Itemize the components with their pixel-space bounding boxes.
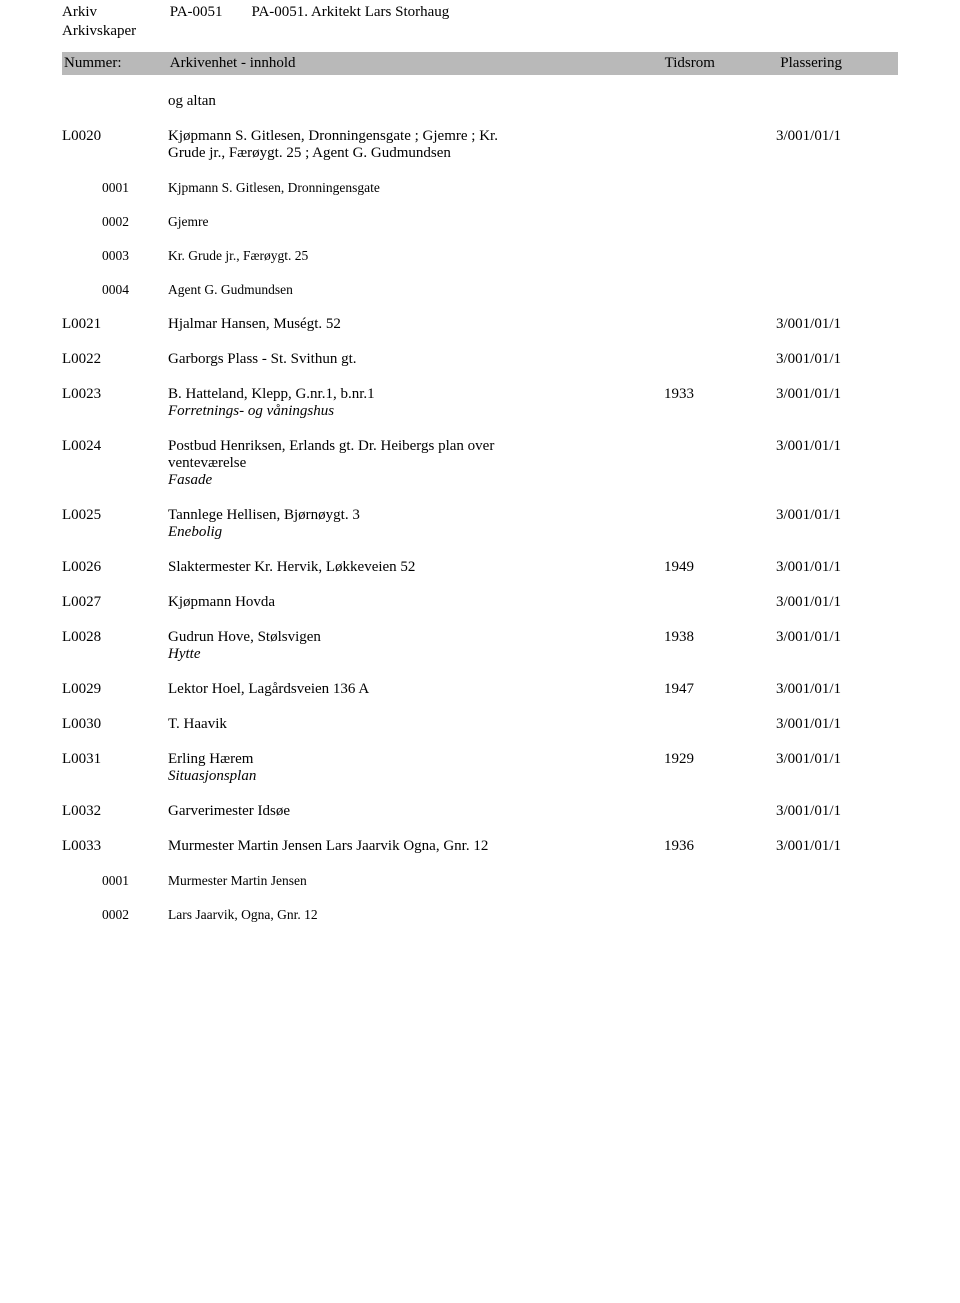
entry-content: Erling Hærem Situasjonsplan <box>168 751 664 785</box>
sub-entry: 0002 Gjemre <box>62 214 898 230</box>
entry-place: 3/001/01/1 <box>776 716 892 733</box>
entry-id: L0032 <box>62 803 168 820</box>
header-arkivskaper-label: Arkivskaper <box>62 23 166 40</box>
entry-subtitle: Situasjonsplan <box>168 768 644 785</box>
entry-id: L0031 <box>62 751 168 768</box>
entry-content: Garverimester Idsøe <box>168 803 664 820</box>
entry-id: L0025 <box>62 507 168 524</box>
column-innhold: Arkivenhet - innhold <box>170 55 665 72</box>
entry-content: Slaktermester Kr. Hervik, Løkkeveien 52 <box>168 559 664 576</box>
sub-entry: 0004 Agent G. Gudmundsen <box>62 282 898 298</box>
entry-place: 3/001/01/1 <box>776 559 892 576</box>
column-nummer: Nummer: <box>64 55 170 72</box>
entry-L0024: L0024 Postbud Henriksen, Erlands gt. Dr.… <box>62 438 898 489</box>
column-tidsrom: Tidsrom <box>665 55 781 72</box>
entry-id: L0022 <box>62 351 168 368</box>
entry-id: L0028 <box>62 629 168 646</box>
entry-content: Garborgs Plass - St. Svithun gt. <box>168 351 664 368</box>
entry-year: 1947 <box>664 681 776 698</box>
entry-content: Tannlege Hellisen, Bjørnøygt. 3 Enebolig <box>168 507 664 541</box>
entry-content: Lektor Hoel, Lagårdsveien 136 A <box>168 681 664 698</box>
entry-place: 3/001/01/1 <box>776 507 892 524</box>
entry-subtitle: Hytte <box>168 646 644 663</box>
entry-year: 1929 <box>664 751 776 768</box>
header-row-2: Arkivskaper <box>62 23 898 40</box>
entry-id: L0024 <box>62 438 168 455</box>
entry-content: Kjøpmann Hovda <box>168 594 664 611</box>
entry-place: 3/001/01/1 <box>776 681 892 698</box>
entry-content: Hjalmar Hansen, Muségt. 52 <box>168 316 664 333</box>
entry-place: 3/001/01/1 <box>776 838 892 855</box>
entry-id: L0026 <box>62 559 168 576</box>
sub-entry: 0003 Kr. Grude jr., Færøygt. 25 <box>62 248 898 264</box>
entry-content: Murmester Martin Jensen Lars Jaarvik Ogn… <box>168 838 664 855</box>
entry-place: 3/001/01/1 <box>776 351 892 368</box>
entry-L0033: L0033 Murmester Martin Jensen Lars Jaarv… <box>62 838 898 855</box>
sub-id: 0004 <box>102 282 168 298</box>
sub-text: Gjemre <box>168 214 898 230</box>
entry-L0025: L0025 Tannlege Hellisen, Bjørnøygt. 3 En… <box>62 507 898 541</box>
sub-id: 0002 <box>102 214 168 230</box>
entry-id: L0029 <box>62 681 168 698</box>
entry-L0028: L0028 Gudrun Hove, Stølsvigen Hytte 1938… <box>62 629 898 663</box>
entry-content: Postbud Henriksen, Erlands gt. Dr. Heibe… <box>168 438 664 489</box>
entry-id: L0020 <box>62 128 168 145</box>
sub-id: 0001 <box>102 873 168 889</box>
entry-subtitle: Forretnings- og våningshus <box>168 403 644 420</box>
entry-year: 1949 <box>664 559 776 576</box>
entry-L0020: L0020 Kjøpmann S. Gitlesen, Dronningensg… <box>62 128 898 162</box>
sub-id: 0003 <box>102 248 168 264</box>
entry-L0023: L0023 B. Hatteland, Klepp, G.nr.1, b.nr.… <box>62 386 898 420</box>
entry-content: B. Hatteland, Klepp, G.nr.1, b.nr.1 Forr… <box>168 386 664 420</box>
entry-L0030: L0030 T. Haavik 3/001/01/1 <box>62 716 898 733</box>
entry-L0031: L0031 Erling Hærem Situasjonsplan 1929 3… <box>62 751 898 785</box>
entry-id: L0033 <box>62 838 168 855</box>
entry-place: 3/001/01/1 <box>776 438 892 455</box>
header-arkiv-label: Arkiv <box>62 4 166 21</box>
sub-text: Lars Jaarvik, Ogna, Gnr. 12 <box>168 907 898 923</box>
entry-L0021: L0021 Hjalmar Hansen, Muségt. 52 3/001/0… <box>62 316 898 333</box>
entry-subtitle: Fasade <box>168 472 644 489</box>
entry-id: L0027 <box>62 594 168 611</box>
entry-L0029: L0029 Lektor Hoel, Lagårdsveien 136 A 19… <box>62 681 898 698</box>
entry-place: 3/001/01/1 <box>776 316 892 333</box>
entry-subtitle: Enebolig <box>168 524 644 541</box>
entry-id: L0030 <box>62 716 168 733</box>
entry-id: L0021 <box>62 316 168 333</box>
entry-year: 1933 <box>664 386 776 403</box>
entry-place: 3/001/01/1 <box>776 803 892 820</box>
sub-entry: 0001 Murmester Martin Jensen <box>62 873 898 889</box>
orphan-continuation-text: og altan <box>62 93 898 110</box>
sub-text: Murmester Martin Jensen <box>168 873 898 889</box>
entry-L0032: L0032 Garverimester Idsøe 3/001/01/1 <box>62 803 898 820</box>
sub-entry: 0001 Kjpmann S. Gitlesen, Dronningensgat… <box>62 180 898 196</box>
column-header-bar: Nummer: Arkivenhet - innhold Tidsrom Pla… <box>62 52 898 75</box>
entry-content: Kjøpmann S. Gitlesen, Dronningensgate ; … <box>168 128 664 162</box>
entry-content: T. Haavik <box>168 716 664 733</box>
entry-L0022: L0022 Garborgs Plass - St. Svithun gt. 3… <box>62 351 898 368</box>
sub-text: Kr. Grude jr., Færøygt. 25 <box>168 248 898 264</box>
entry-year: 1938 <box>664 629 776 646</box>
entry-place: 3/001/01/1 <box>776 751 892 768</box>
entry-content: Gudrun Hove, Stølsvigen Hytte <box>168 629 664 663</box>
sub-entry: 0002 Lars Jaarvik, Ogna, Gnr. 12 <box>62 907 898 923</box>
entry-L0027: L0027 Kjøpmann Hovda 3/001/01/1 <box>62 594 898 611</box>
sub-id: 0001 <box>102 180 168 196</box>
header-row-1: Arkiv PA-0051 PA-0051. Arkitekt Lars Sto… <box>62 4 898 21</box>
column-plassering: Plassering <box>780 55 896 72</box>
sub-text: Kjpmann S. Gitlesen, Dronningensgate <box>168 180 898 196</box>
entry-place: 3/001/01/1 <box>776 128 892 145</box>
entry-year: 1936 <box>664 838 776 855</box>
entry-L0026: L0026 Slaktermester Kr. Hervik, Løkkevei… <box>62 559 898 576</box>
entry-place: 3/001/01/1 <box>776 386 892 403</box>
header-arkiv-title: PA-0051. Arkitekt Lars Storhaug <box>252 4 450 21</box>
header-arkiv-code: PA-0051 <box>170 4 248 21</box>
entry-place: 3/001/01/1 <box>776 594 892 611</box>
entry-id: L0023 <box>62 386 168 403</box>
sub-id: 0002 <box>102 907 168 923</box>
entry-place: 3/001/01/1 <box>776 629 892 646</box>
sub-text: Agent G. Gudmundsen <box>168 282 898 298</box>
